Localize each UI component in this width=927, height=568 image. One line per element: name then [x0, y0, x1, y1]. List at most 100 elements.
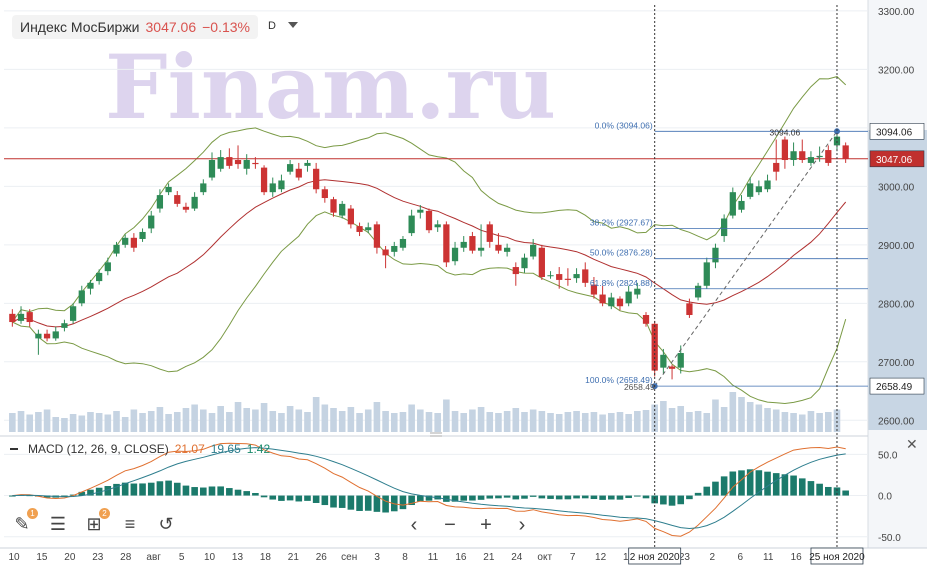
volume-bar — [712, 399, 719, 432]
x-tick-label: 18 — [260, 552, 272, 563]
candle — [191, 192, 198, 211]
candle — [747, 177, 754, 200]
macd-histogram-bar — [694, 492, 702, 496]
volume-bar — [816, 413, 823, 432]
candle-body — [260, 167, 268, 193]
candle-body — [703, 262, 710, 286]
candle — [816, 146, 823, 162]
volume-bar — [312, 397, 320, 432]
list-icon[interactable]: ☰ — [49, 513, 67, 534]
candle-body — [556, 274, 563, 280]
volume-bar — [538, 411, 546, 432]
macd-histogram-bar — [833, 487, 841, 496]
undo-icon[interactable]: ↺ — [158, 513, 174, 534]
candle-body — [443, 224, 450, 263]
scroll-right-icon[interactable]: › — [518, 514, 526, 536]
candle-body — [269, 183, 276, 193]
candle-body — [339, 203, 346, 216]
volume-bar — [460, 413, 468, 432]
macd-histogram-bar — [425, 495, 433, 501]
candle — [226, 148, 233, 169]
candle-body — [451, 247, 459, 262]
candle-body — [582, 269, 589, 283]
candle-body — [130, 237, 137, 248]
volume-bar — [226, 412, 233, 432]
volume-bar — [660, 401, 667, 432]
candle — [755, 180, 762, 196]
candle — [286, 160, 294, 175]
instrument-header[interactable]: Индекс МосБиржи 3047.06 −0.13% — [12, 15, 258, 39]
candle-body — [347, 208, 355, 225]
candle-body — [356, 226, 363, 232]
candle-body — [425, 210, 433, 231]
volume-bar — [443, 399, 450, 432]
candle — [87, 279, 94, 295]
chevron-down-icon[interactable] — [288, 22, 298, 28]
candle — [52, 326, 59, 341]
candle — [182, 202, 190, 213]
watermark: Finam.ru — [105, 35, 556, 139]
candle — [799, 139, 806, 163]
macd-value: 21.07 — [174, 442, 205, 456]
macd-histogram-bar — [616, 495, 624, 500]
macd-histogram-bar — [338, 495, 346, 508]
scroll-left-icon[interactable]: ‹ — [410, 514, 418, 536]
macd-histogram-bar — [364, 495, 372, 511]
candle — [503, 243, 511, 257]
volume-bar — [781, 412, 789, 432]
macd-histogram-bar — [842, 490, 849, 496]
pencil-icon[interactable]: ✎ 1 — [10, 508, 38, 536]
candle-body — [538, 247, 545, 277]
x-tick-label: сен — [341, 552, 357, 563]
candle-body — [530, 244, 537, 257]
volume-bar — [260, 403, 268, 432]
price-tick-label: 2700.00 — [878, 358, 915, 369]
instrument-change: −0.13% — [202, 19, 250, 35]
zoom-out-icon[interactable]: − — [444, 514, 456, 536]
last-price-label-box — [869, 150, 925, 168]
period-button[interactable]: D — [268, 20, 276, 32]
candle-body — [9, 313, 16, 323]
collapse-icon[interactable] — [10, 448, 18, 450]
volume-bar — [182, 408, 190, 432]
candle-body — [747, 183, 754, 197]
macd-histogram-bar — [156, 481, 164, 496]
candle — [590, 276, 598, 299]
candle-body — [417, 209, 424, 213]
candle-body — [122, 237, 129, 245]
x-tick-label: 28 — [120, 552, 132, 563]
crosshair-date-left-box — [628, 547, 682, 565]
add-indicator-icon[interactable]: ⊞ 2 — [82, 508, 110, 536]
macd-histogram-bar — [642, 495, 650, 499]
candle — [373, 221, 381, 254]
macd-histogram-bar — [764, 471, 771, 496]
volume-bar — [477, 407, 485, 432]
candle-body — [330, 199, 337, 213]
x-tick-label: 10 — [8, 552, 20, 563]
zoom-in-icon[interactable]: + — [480, 514, 492, 536]
candle-body — [243, 160, 250, 169]
macd-histogram-bar — [564, 495, 572, 500]
candle — [807, 151, 815, 166]
candle — [269, 177, 276, 197]
volume-bar — [269, 411, 277, 432]
macd-histogram-bar — [720, 476, 728, 496]
volume-bar — [668, 408, 676, 432]
candle — [139, 228, 146, 242]
volume-bar — [217, 406, 224, 432]
price-tick-label: 2800.00 — [878, 299, 915, 310]
macd-histogram-bar — [382, 495, 389, 513]
candle — [104, 257, 111, 276]
macd-histogram-bar — [555, 495, 563, 500]
candle-body — [321, 189, 328, 199]
x-tick-label: 23 — [92, 552, 104, 563]
macd-histogram-bar — [252, 493, 259, 496]
candle-body — [434, 224, 441, 228]
candle-body — [781, 139, 789, 161]
close-icon[interactable]: ✕ — [906, 436, 918, 452]
settings-sliders-icon[interactable]: ≡ — [124, 513, 136, 534]
macd-title: MACD (12, 26, 9, CLOSE) — [28, 442, 169, 456]
candle — [61, 319, 68, 332]
macd-histogram-bar — [573, 495, 580, 499]
